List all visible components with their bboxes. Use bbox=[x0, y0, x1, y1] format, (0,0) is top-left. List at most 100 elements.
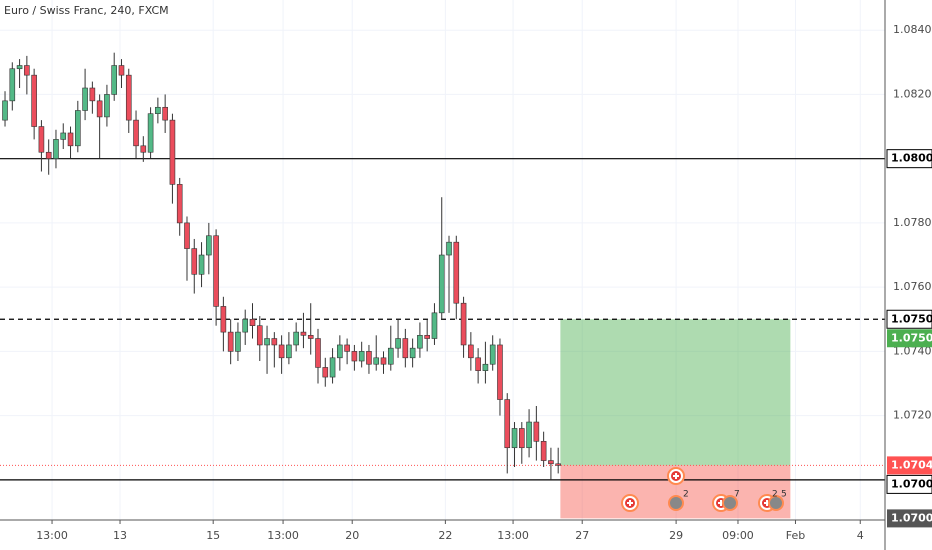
price-badge bbox=[886, 474, 932, 494]
price-badge-label: 1.08000 bbox=[891, 152, 932, 165]
candle-body bbox=[169, 119, 176, 185]
candle-body bbox=[329, 357, 336, 378]
candle-body bbox=[417, 335, 423, 349]
price-badge bbox=[886, 149, 932, 169]
candle-body bbox=[184, 222, 190, 249]
candle-body bbox=[300, 331, 307, 336]
candle-body bbox=[198, 254, 205, 275]
candle-body bbox=[53, 139, 59, 159]
candle-body bbox=[482, 363, 489, 371]
candle-body bbox=[533, 421, 540, 442]
candle-body bbox=[351, 351, 358, 362]
event-count: 2 bbox=[683, 490, 689, 500]
candle-body bbox=[286, 344, 292, 359]
y-tick-label: 1.07600 bbox=[893, 280, 932, 293]
candle-body bbox=[235, 331, 241, 352]
event-count: 5 bbox=[781, 490, 787, 500]
candle-body bbox=[431, 312, 438, 339]
candle-body bbox=[60, 132, 67, 140]
candle-body bbox=[227, 331, 234, 352]
candle-body bbox=[344, 344, 350, 352]
candle-body bbox=[191, 248, 198, 275]
candle-body bbox=[540, 441, 547, 461]
x-tick-label: 13:00 bbox=[267, 529, 299, 542]
event-icon-cross bbox=[629, 500, 631, 506]
candle-body bbox=[438, 254, 445, 314]
candle-body bbox=[220, 306, 227, 333]
candle-body bbox=[82, 87, 88, 111]
candle-body bbox=[256, 325, 263, 346]
y-tick-label: 1.07400 bbox=[893, 344, 932, 357]
candle-body bbox=[133, 119, 139, 147]
price-badge bbox=[886, 309, 932, 329]
candle-body bbox=[38, 126, 45, 153]
candle-body bbox=[366, 351, 372, 365]
y-tick-label: 1.07800 bbox=[893, 216, 932, 229]
event-count: 7 bbox=[734, 490, 740, 500]
candle-body bbox=[118, 65, 125, 76]
event-icon-cross bbox=[720, 500, 722, 506]
candle-body bbox=[460, 302, 467, 346]
x-tick-label: 09:00 bbox=[722, 529, 754, 542]
candle-body bbox=[249, 318, 256, 326]
candle-body bbox=[468, 344, 474, 359]
price-badge bbox=[887, 509, 932, 528]
event-icon bbox=[768, 495, 784, 511]
candle-body bbox=[555, 463, 561, 466]
x-tick-label: 29 bbox=[669, 529, 683, 542]
candle-body bbox=[89, 87, 96, 102]
candle-body bbox=[213, 235, 219, 307]
candle-body bbox=[176, 184, 183, 224]
price-badge-label: 1.07000 bbox=[891, 477, 932, 490]
price-badge-label: 1.07500 bbox=[891, 331, 932, 344]
x-tick-label: 4 bbox=[857, 529, 864, 542]
candle-body bbox=[155, 106, 161, 114]
price-badge-label: 1.07045 bbox=[891, 458, 932, 471]
candle-body bbox=[548, 460, 554, 465]
x-tick-label: 27 bbox=[575, 529, 589, 542]
candle-body bbox=[504, 399, 511, 449]
price-badge bbox=[887, 329, 932, 348]
candle-body bbox=[147, 113, 154, 153]
candle-body bbox=[140, 145, 147, 153]
candle-body bbox=[125, 74, 132, 121]
candle-body bbox=[206, 235, 212, 256]
candle-body bbox=[518, 428, 525, 449]
candle-body bbox=[511, 428, 518, 449]
candle-body bbox=[387, 347, 394, 365]
candle-body bbox=[424, 335, 430, 339]
candle-body bbox=[373, 357, 380, 365]
candle-body bbox=[475, 357, 481, 371]
candle-body bbox=[75, 110, 81, 147]
candle-body bbox=[24, 65, 30, 76]
price-badge-label: 1.07000 bbox=[891, 511, 932, 524]
x-tick-label: 15 bbox=[206, 529, 220, 542]
candle-body bbox=[358, 351, 365, 362]
candle-body bbox=[264, 338, 270, 346]
candle-body bbox=[96, 100, 103, 118]
y-tick-label: 1.08200 bbox=[893, 87, 932, 100]
event-icon bbox=[722, 495, 738, 511]
price-badge bbox=[887, 456, 932, 475]
x-tick-label: 13:00 bbox=[497, 529, 529, 542]
candle-body bbox=[2, 100, 8, 121]
candle-body bbox=[337, 344, 343, 359]
candle-body bbox=[278, 344, 285, 359]
price-badge-label: 1.07500 bbox=[891, 312, 932, 325]
candle-body bbox=[242, 318, 249, 333]
candle-body bbox=[497, 344, 503, 400]
candle-body bbox=[293, 331, 299, 346]
x-tick-label: 22 bbox=[438, 529, 452, 542]
candle-body bbox=[395, 338, 401, 349]
candle-body bbox=[67, 132, 74, 147]
candle-body bbox=[315, 338, 321, 368]
candle-body bbox=[9, 68, 16, 102]
event-icon-cross bbox=[766, 500, 768, 506]
candle-body bbox=[271, 338, 278, 346]
candle-body bbox=[446, 241, 452, 256]
candle-body bbox=[162, 106, 168, 121]
candle-body bbox=[307, 335, 314, 339]
candle-body bbox=[402, 338, 409, 359]
event-icon bbox=[668, 495, 684, 511]
